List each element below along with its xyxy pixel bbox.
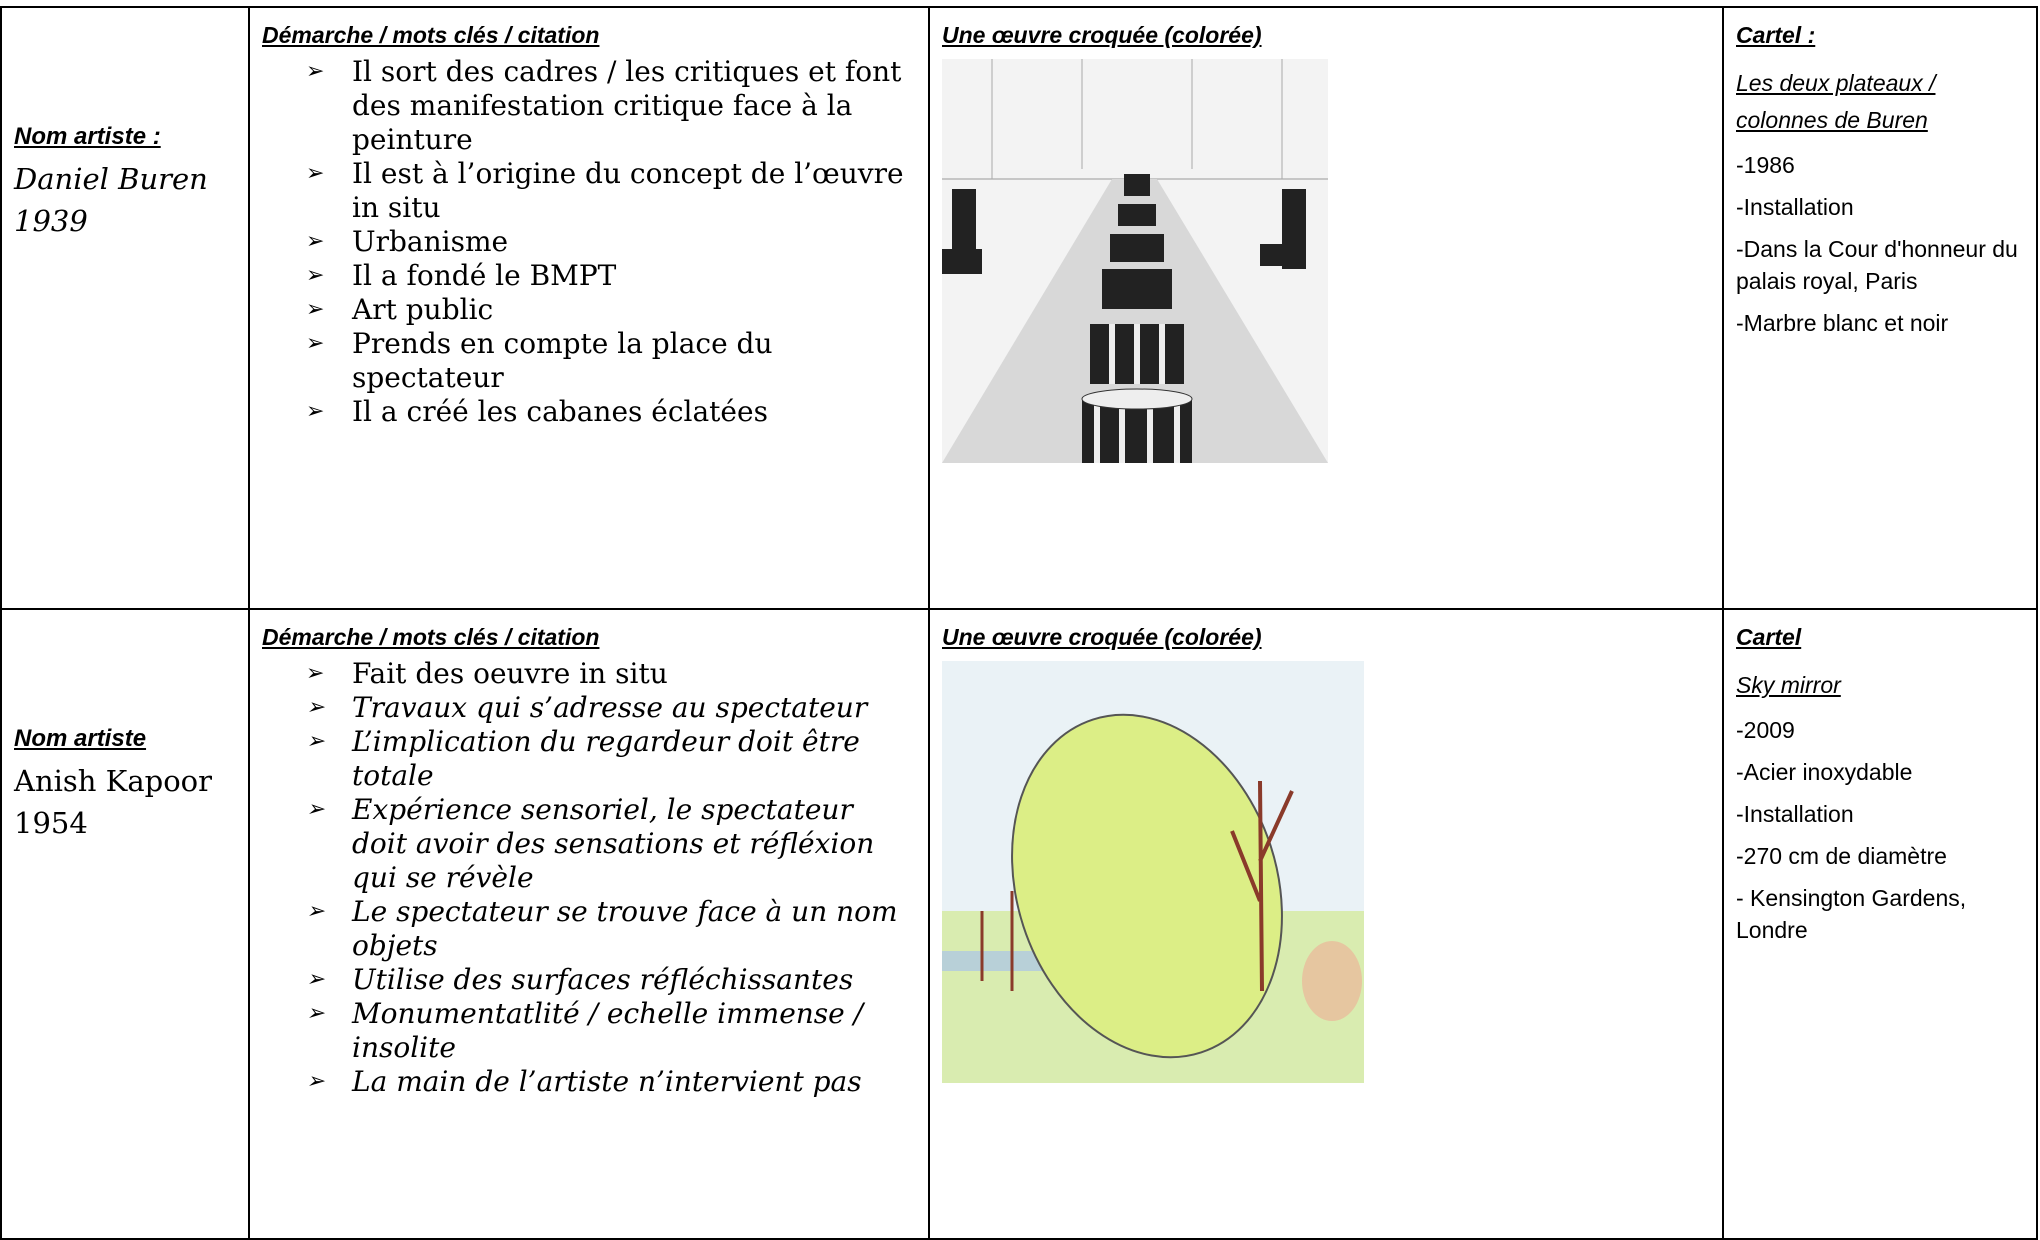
table-body: Nom artiste : Daniel Buren 1939 Démarche / … (0, 6, 2038, 1240)
cartel-detail: -Dans la Cour d'honneur du palais royal,… (1736, 236, 2018, 294)
approach-item: Art public (306, 293, 916, 327)
approach-heading: Démarche / mots clés / citation (262, 624, 600, 650)
approach-item: Monumentatlité / echelle immense / insol… (306, 997, 916, 1065)
cartel-detail: -Installation (1736, 194, 1854, 220)
sketch-cell: Une œuvre croquée (colorée) (928, 608, 1724, 1240)
approach-cell: Démarche / mots clés / citation Fait des … (248, 608, 930, 1240)
approach-item: Il a fondé le BMPT (306, 259, 916, 293)
approach-item: Travaux qui s’adresse au spectateur (306, 691, 916, 725)
approach-item: Il est à l’origine du concept de l’œuvre… (306, 157, 916, 225)
approach-item: Utilise des surfaces réfléchissantes (306, 963, 916, 997)
approach-item: Urbanisme (306, 225, 916, 259)
approach-item: Il a créé les cabanes éclatées (306, 395, 916, 429)
approach-item: Prends en compte la place du spectateur (306, 327, 916, 395)
cartel-title: Sky mirror (1736, 672, 1841, 698)
approach-cell: Démarche / mots clés / citation Il sort d… (248, 6, 930, 610)
sketch-heading: Une œuvre croquée (colorée) (942, 22, 1262, 48)
cartel-detail: -270 cm de diamètre (1736, 843, 1947, 869)
approach-item: L’implication du regardeur doit être tot… (306, 725, 916, 793)
artist-name: Daniel Buren (14, 162, 208, 196)
table-row: Nom artiste Anish Kapoor 1954 Démarche / mo… (0, 608, 2038, 1240)
approach-list: Fait des oeuvre in situTravaux qui s’adr… (262, 657, 916, 1099)
artist-table: Nom artiste : Daniel Buren 1939 Démarche / … (0, 6, 2038, 1240)
artist-name: Anish Kapoor (14, 764, 212, 798)
artist-cell: Nom artiste Anish Kapoor 1954 (0, 608, 250, 1240)
cartel-detail: -Acier inoxydable (1736, 759, 1913, 785)
artist-year: 1939 (14, 204, 88, 238)
sketch-heading: Une œuvre croquée (colorée) (942, 624, 1262, 650)
cartel-detail: - Kensington Gardens, Londre (1736, 885, 1967, 943)
cartel-cell: Cartel Sky mirror -2009 -Acier inoxydable -I… (1722, 608, 2038, 1240)
artist-year: 1954 (14, 806, 88, 840)
buren-sketch (942, 59, 1328, 463)
approach-item: La main de l’artiste n’intervient pas (306, 1065, 916, 1099)
approach-item: Il sort des cadres / les critiques et fo… (306, 55, 916, 157)
approach-heading: Démarche / mots clés / citation (262, 22, 600, 48)
cartel-heading: Cartel : (1736, 22, 1816, 48)
cartel-detail: -1986 (1736, 152, 1795, 178)
approach-item: Le spectateur se trouve face à un nom ob… (306, 895, 916, 963)
artist-label: Nom artiste : (14, 123, 161, 150)
cartel-cell: Cartel : Les deux plateaux / colonnes de … (1722, 6, 2038, 610)
approach-item: Expérience sensoriel, le spectateur doit… (306, 793, 916, 895)
cartel-detail: -Marbre blanc et noir (1736, 310, 1949, 336)
page: Nom artiste : Daniel Buren 1939 Démarche / … (0, 0, 2040, 999)
approach-list: Il sort des cadres / les critiques et fo… (262, 55, 916, 429)
table-row: Nom artiste : Daniel Buren 1939 Démarche / … (0, 6, 2038, 610)
approach-item: Fait des oeuvre in situ (306, 657, 916, 691)
cartel-detail: -Installation (1736, 801, 1854, 827)
cartel-heading: Cartel (1736, 624, 1802, 650)
artist-label: Nom artiste (14, 725, 147, 752)
artist-cell: Nom artiste : Daniel Buren 1939 (0, 6, 250, 610)
cartel-detail: -2009 (1736, 717, 1795, 743)
cartel-title: Les deux plateaux / colonnes de Buren (1736, 70, 1936, 133)
sketch-cell: Une œuvre croquée (colorée) (928, 6, 1724, 610)
kapoor-sketch (942, 661, 1364, 1083)
